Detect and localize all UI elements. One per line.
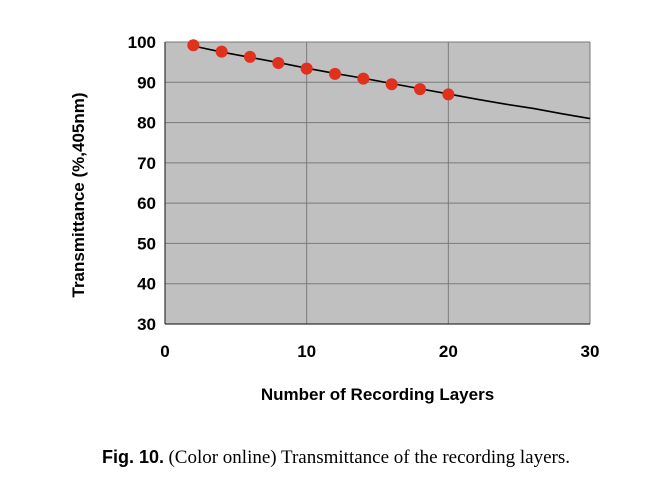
- plot-area: [165, 42, 590, 324]
- data-point: [272, 56, 285, 69]
- y-tick-label: 100: [128, 33, 156, 52]
- y-tick-label: 40: [137, 275, 156, 294]
- y-tick-labels: 30 40 50 60 70 80 90 100: [128, 33, 156, 334]
- data-point: [244, 50, 256, 63]
- y-tick-label: 80: [137, 114, 156, 133]
- x-tick-label: 0: [160, 342, 169, 361]
- figure-caption: Fig. 10. (Color online) Transmittance of…: [0, 447, 672, 469]
- x-tick-labels: 0 10 20 30: [160, 342, 599, 361]
- y-tick-label: 50: [137, 234, 156, 253]
- y-tick-label: 70: [137, 154, 156, 173]
- x-tick-label: 10: [297, 342, 316, 361]
- figure-caption-text: (Color online) Transmittance of the reco…: [168, 447, 570, 468]
- data-point: [357, 72, 370, 85]
- data-point: [187, 39, 200, 52]
- chart: 0 10 20 30 30 40 50 60 70 80 90 100 Number of Reco…: [69, 33, 599, 404]
- y-axis-title: Transmittance (%,405nm): [69, 92, 88, 297]
- axes: [164, 42, 590, 325]
- data-point: [385, 78, 398, 91]
- y-tick-label: 60: [137, 194, 156, 213]
- y-tick-label: 90: [137, 73, 156, 92]
- figure-number: Fig. 10.: [101, 447, 164, 467]
- data-point: [414, 83, 426, 96]
- data-point: [329, 67, 341, 80]
- y-tick-label: 30: [137, 315, 156, 334]
- x-axis-title: Number of Recording Layers: [261, 385, 494, 404]
- x-tick-label: 30: [581, 342, 600, 361]
- x-tick-label: 20: [439, 342, 458, 361]
- data-point: [300, 62, 313, 75]
- series-group: [187, 39, 591, 120]
- data-point: [215, 45, 228, 58]
- data-point: [442, 88, 455, 101]
